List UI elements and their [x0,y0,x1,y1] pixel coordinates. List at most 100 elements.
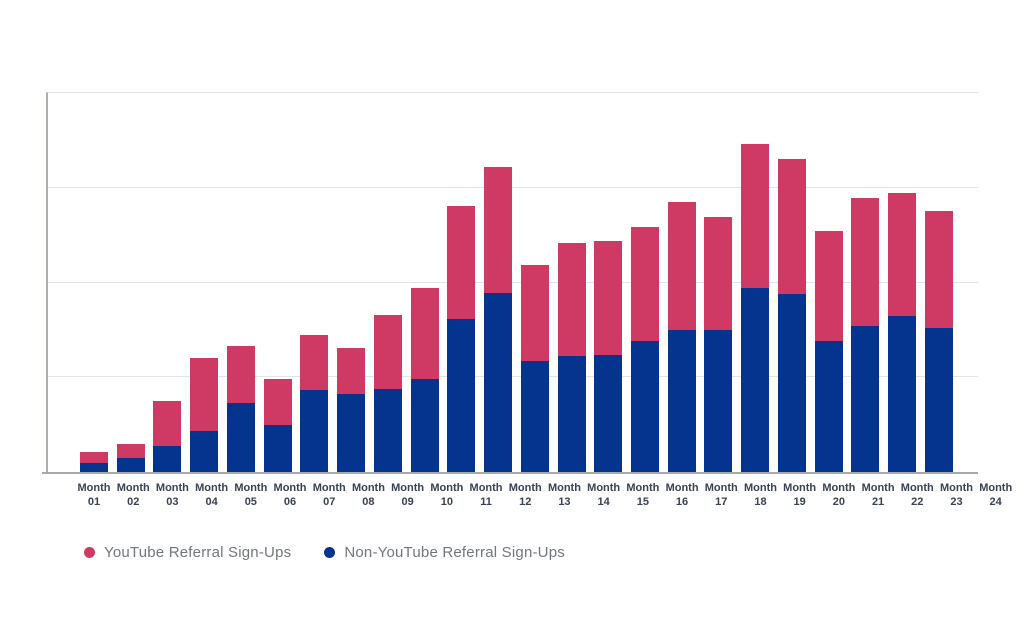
x-tick-word: Month [77,482,111,494]
youtube-segment [741,144,770,289]
x-tick-number: 02 [127,496,140,508]
x-tick-word: Month [430,482,464,494]
x-tick-word: Month [822,482,856,494]
legend-label-non-youtube: Non-YouTube Referral Sign-Ups [344,544,565,561]
x-tick-word: Month [234,482,268,494]
legend: YouTube Referral Sign-Ups Non-YouTube Re… [84,544,565,561]
x-tick-month-09: Month 09 [391,481,425,509]
non-youtube-segment [263,424,292,472]
bars-row [48,93,978,472]
non-youtube-segment [80,462,108,472]
x-tick-month-10: Month 10 [430,481,464,509]
x-tick-month-04: Month 04 [195,481,229,509]
non-youtube-segment [924,327,953,472]
x-tick-number: 13 [558,496,571,508]
x-axis-line [42,472,978,474]
bar-month-20 [777,93,806,472]
bar-month-17 [667,93,696,472]
x-tick-number: 20 [832,496,845,508]
youtube-segment [557,242,586,357]
youtube-segment [594,240,623,356]
x-tick-number: 17 [715,496,728,508]
youtube-segment [153,400,182,447]
x-tick-number: 10 [440,496,453,508]
bar-month-04 [190,93,219,472]
non-youtube-segment [704,329,733,472]
x-tick-word: Month [351,482,385,494]
bar-month-05 [226,93,255,472]
x-tick-number: 09 [401,496,414,508]
x-tick-month-17: Month 17 [705,481,738,509]
x-tick-month-01: Month 01 [77,481,111,509]
bar-month-10 [410,93,439,472]
youtube-segment [520,264,549,362]
non-youtube-segment [594,355,623,472]
youtube-segment [190,358,219,432]
x-tick-month-24: Month 24 [979,481,1012,509]
non-youtube-segment [777,293,806,472]
x-tick-number: 07 [323,496,336,508]
x-tick-word: Month [312,482,346,494]
x-tick-number: 11 [480,496,492,508]
legend-label-youtube: YouTube Referral Sign-Ups [104,544,292,561]
x-tick-word: Month [783,482,817,494]
x-tick-word: Month [508,482,542,494]
youtube-segment [410,288,439,380]
x-tick-month-20: Month 20 [822,481,856,509]
bar-month-23 [888,93,917,472]
bar-month-15 [594,93,623,472]
x-tick-number: 19 [793,496,806,508]
bar-month-06 [263,93,292,472]
youtube-segment [888,192,917,316]
youtube-segment [337,347,366,395]
bar-month-21 [814,93,843,472]
x-tick-month-18: Month 18 [743,481,777,509]
x-tick-month-02: Month 02 [116,481,150,509]
x-tick-month-11: Month 11 [470,481,503,509]
x-tick-number: 14 [597,496,610,508]
legend-item-non-youtube: Non-YouTube Referral Sign-Ups [324,544,565,561]
youtube-segment [226,346,255,403]
bar-month-08 [337,93,366,472]
x-tick-number: 08 [362,496,375,508]
x-tick-word: Month [391,482,425,494]
bar-month-07 [300,93,329,472]
non-youtube-legend-dot-icon [324,547,336,558]
x-tick-number: 06 [283,496,297,508]
legend-item-youtube: YouTube Referral Sign-Ups [84,544,291,561]
x-tick-month-05: Month 05 [234,481,268,509]
x-tick-number: 01 [87,496,101,508]
youtube-segment [373,314,402,389]
non-youtube-segment [226,402,255,472]
x-tick-word: Month [900,482,934,494]
x-tick-word: Month [155,482,189,494]
x-tick-word: Month [116,482,150,494]
non-youtube-segment [667,329,696,472]
x-tick-number: 05 [244,496,257,508]
x-tick-word: Month [587,482,621,494]
x-tick-month-16: Month 16 [666,481,699,509]
youtube-legend-dot-icon [84,547,95,558]
bar-month-02 [116,93,145,472]
x-tick-word: Month [626,482,660,494]
non-youtube-segment [520,361,549,472]
x-tick-month-23: Month 23 [940,481,973,509]
youtube-segment [300,334,329,390]
non-youtube-segment [814,341,843,472]
non-youtube-segment [484,292,513,472]
bar-month-03 [153,93,182,472]
youtube-segment [631,226,660,342]
bar-month-19 [741,93,770,472]
x-tick-word: Month [861,482,895,494]
bar-month-11 [447,93,476,472]
bar-month-09 [373,93,402,472]
x-tick-month-14: Month 14 [587,481,621,509]
x-tick-number: 23 [950,496,963,508]
x-tick-number: 22 [911,496,924,508]
x-tick-month-03: Month 03 [155,481,189,509]
non-youtube-segment [888,315,917,472]
x-tick-word: Month [195,482,229,494]
x-tick-word: Month [743,482,777,494]
non-youtube-segment [300,389,329,472]
